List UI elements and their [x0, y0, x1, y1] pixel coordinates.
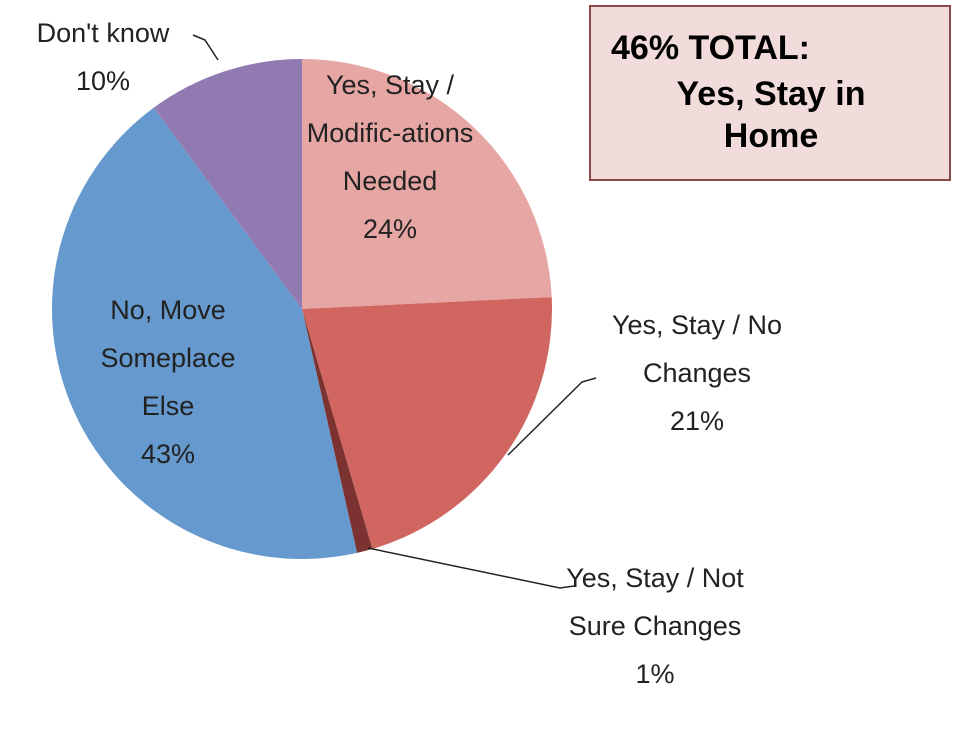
pie-slice — [153, 59, 302, 309]
category-label: Yes, Stay / No Changes — [611, 310, 783, 388]
pie-slice — [302, 297, 552, 549]
value-label: 10% — [75, 66, 131, 96]
slice-label: No, Move Someplace Else 43% — [78, 286, 258, 478]
category-label: Don't know — [36, 18, 170, 48]
slice-label: Yes, Stay / Modific-ations Needed 24% — [305, 61, 475, 253]
category-label: No, Move Someplace Else — [100, 295, 236, 421]
value-label: 43% — [140, 439, 196, 469]
annotation-box: 46% TOTAL: Yes, Stay in Home — [589, 5, 951, 181]
slices — [51, 59, 552, 559]
value-label: 1% — [635, 659, 675, 689]
value-label: 24% — [362, 214, 418, 244]
slice-label: Yes, Stay / No Changes 21% — [607, 301, 787, 445]
leader-line — [192, 34, 219, 61]
value-label: 21% — [669, 406, 725, 436]
leader-line — [507, 377, 597, 456]
pie-slice — [302, 59, 552, 309]
slice-label: Don't know 10% — [3, 9, 203, 105]
annotation-text: Yes, Stay in Home — [676, 75, 866, 155]
pie-slice — [302, 309, 373, 553]
slice-label: Yes, Stay / Not Sure Changes 1% — [565, 554, 745, 698]
category-label: Yes, Stay / Modific-ations Needed — [306, 70, 474, 196]
category-label: Yes, Stay / Not Sure Changes — [566, 563, 744, 641]
annotation-heading: 46% TOTAL: — [611, 29, 810, 67]
pie-slice — [51, 107, 358, 559]
leader-line — [367, 547, 575, 589]
